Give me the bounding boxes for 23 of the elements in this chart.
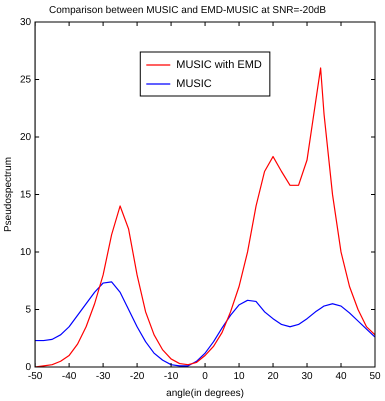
y-tick-label: 30 [20, 16, 32, 28]
x-tick-label: 10 [233, 370, 246, 382]
x-tick-label: -10 [164, 370, 179, 382]
x-tick-label: 20 [267, 370, 280, 382]
x-tick-label: 30 [301, 370, 314, 382]
x-tick-label: -20 [130, 370, 145, 382]
y-tick-label: 20 [20, 132, 32, 143]
y-axis-title: Pseudospectrum [2, 156, 14, 232]
x-axis-title: angle(in degrees) [166, 388, 244, 399]
x-tick-label: 40 [335, 370, 348, 382]
y-tick-label: 0 [26, 362, 32, 373]
x-tick-label: 50 [369, 370, 381, 382]
chart-title: Comparison between MUSIC and EMD-MUSIC at SNR=-20dB [48, 4, 326, 16]
x-tick-label: -30 [96, 370, 111, 382]
y-tick-label: 25 [20, 74, 32, 86]
y-tick-label: 5 [26, 304, 32, 316]
x-tick-label: 0 [202, 370, 208, 382]
legend-label: MUSIC [176, 78, 212, 90]
x-tick-label: -50 [28, 370, 43, 382]
legend-label: MUSIC with EMD [176, 59, 262, 72]
y-tick-label: 15 [20, 189, 32, 200]
y-tick-label: 10 [20, 246, 32, 258]
x-tick-label: -40 [62, 370, 77, 382]
